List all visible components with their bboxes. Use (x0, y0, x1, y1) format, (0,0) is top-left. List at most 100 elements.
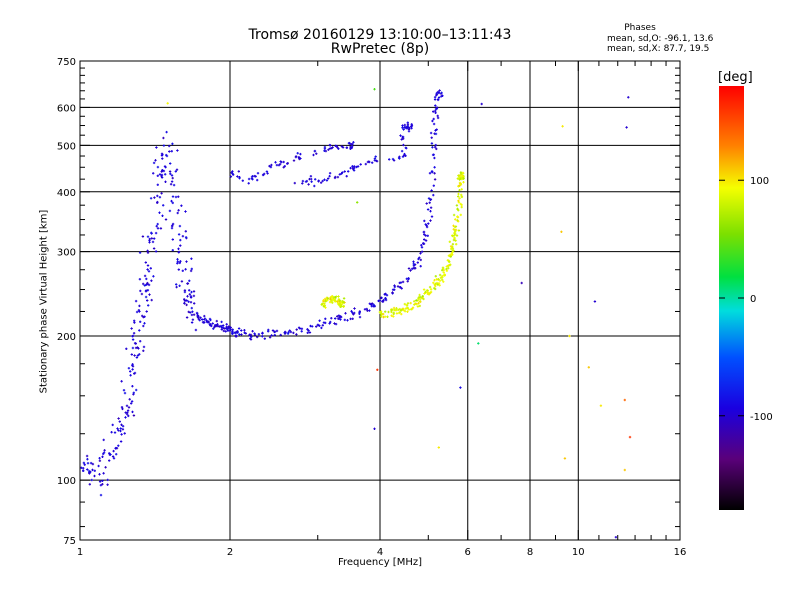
x-mode-echo (449, 240, 451, 243)
o-mode-echo (266, 170, 268, 173)
o-mode-echo (89, 483, 91, 486)
x-mode-echo (413, 300, 415, 303)
o-mode-echo (435, 132, 437, 136)
o-mode-echo (339, 318, 341, 321)
x-mode-echo (323, 305, 325, 308)
x-mode-echo (382, 312, 384, 316)
o-mode-echo (301, 330, 303, 333)
o-mode-echo (322, 179, 324, 183)
o-mode-echo (238, 333, 240, 336)
o-mode-echo (267, 172, 269, 175)
o-mode-echo (314, 149, 316, 153)
x-mode-echo (455, 228, 457, 232)
o-mode-echo (320, 326, 322, 330)
o-mode-echo (153, 161, 155, 165)
x-mode-echo (417, 299, 419, 302)
o-mode-echo (226, 323, 228, 326)
o-mode-echo (82, 469, 84, 472)
x-mode-echo (412, 306, 414, 309)
o-mode-echo (432, 193, 434, 197)
o-mode-echo (293, 159, 295, 162)
o-mode-echo (210, 318, 211, 322)
o-mode-echo (133, 332, 135, 335)
o-mode-echo (150, 197, 152, 200)
o-mode-echo (139, 251, 141, 254)
o-mode-echo (185, 268, 187, 271)
x-mode-echo (435, 275, 437, 278)
o-mode-echo (169, 162, 171, 165)
o-mode-echo (324, 147, 326, 150)
x-tick-label: 1 (77, 547, 83, 558)
o-mode-echo (144, 284, 146, 287)
o-mode-echo (153, 237, 155, 240)
o-mode-echo (435, 94, 437, 97)
x-mode-echo (454, 230, 456, 233)
o-mode-echo (188, 300, 190, 303)
o-mode-echo (411, 127, 413, 130)
x-mode-echo (453, 249, 455, 252)
outlier-echo (477, 342, 479, 345)
o-mode-echo (309, 177, 310, 181)
o-mode-echo (87, 462, 89, 465)
o-mode-echo (166, 130, 168, 134)
o-mode-echo (199, 319, 201, 322)
o-mode-echo (248, 182, 250, 185)
o-mode-echo (102, 455, 103, 458)
o-mode-echo (182, 269, 184, 272)
x-mode-echo (448, 254, 450, 257)
o-mode-echo (301, 327, 303, 330)
o-mode-echo (342, 146, 344, 149)
o-mode-echo (284, 330, 286, 334)
o-mode-echo (336, 315, 338, 318)
o-mode-echo (370, 303, 372, 306)
o-mode-echo (132, 346, 134, 350)
x-mode-echo (400, 309, 402, 312)
x-mode-echo (427, 292, 429, 295)
x-mode-echo (438, 282, 440, 285)
o-mode-echo (399, 281, 401, 285)
x-mode-echo (321, 302, 323, 305)
o-mode-echo (420, 252, 421, 255)
o-mode-echo (176, 285, 178, 289)
o-mode-echo (437, 98, 439, 102)
o-mode-echo (179, 260, 181, 263)
o-mode-echo (352, 317, 354, 320)
o-mode-echo (105, 466, 107, 469)
o-mode-echo (429, 172, 431, 175)
x-mode-echo (457, 199, 459, 202)
o-mode-echo (147, 289, 149, 292)
o-mode-echo (149, 237, 151, 241)
o-mode-echo (147, 304, 149, 307)
x-mode-echo (340, 304, 342, 307)
o-mode-echo (324, 317, 326, 320)
o-mode-echo (232, 172, 234, 176)
x-mode-echo (460, 176, 462, 179)
o-mode-echo (145, 283, 147, 286)
o-mode-echo (345, 312, 346, 315)
o-mode-echo (325, 149, 327, 153)
o-mode-echo (185, 210, 186, 213)
o-mode-echo (131, 353, 133, 356)
x-mode-echo (463, 181, 464, 184)
o-mode-echo (423, 219, 425, 223)
o-mode-echo (157, 183, 159, 186)
o-mode-echo (226, 325, 228, 329)
x-mode-echo (428, 293, 430, 296)
outlier-echo (624, 398, 626, 402)
x-mode-echo (461, 205, 463, 209)
o-mode-echo (401, 138, 403, 141)
x-mode-echo (461, 188, 463, 191)
o-mode-echo (427, 208, 429, 211)
o-mode-echo (417, 257, 419, 261)
colorbar-tick-label: 100 (750, 176, 769, 187)
o-mode-echo (352, 167, 354, 170)
o-mode-echo (383, 298, 385, 302)
o-mode-echo (132, 410, 133, 414)
outlier-echo (626, 126, 628, 129)
o-mode-echo (349, 145, 351, 149)
x-mode-echo (419, 304, 421, 308)
o-mode-echo (289, 329, 291, 332)
o-mode-echo (99, 459, 101, 462)
o-mode-echo (407, 126, 409, 130)
o-mode-echo (168, 144, 170, 148)
